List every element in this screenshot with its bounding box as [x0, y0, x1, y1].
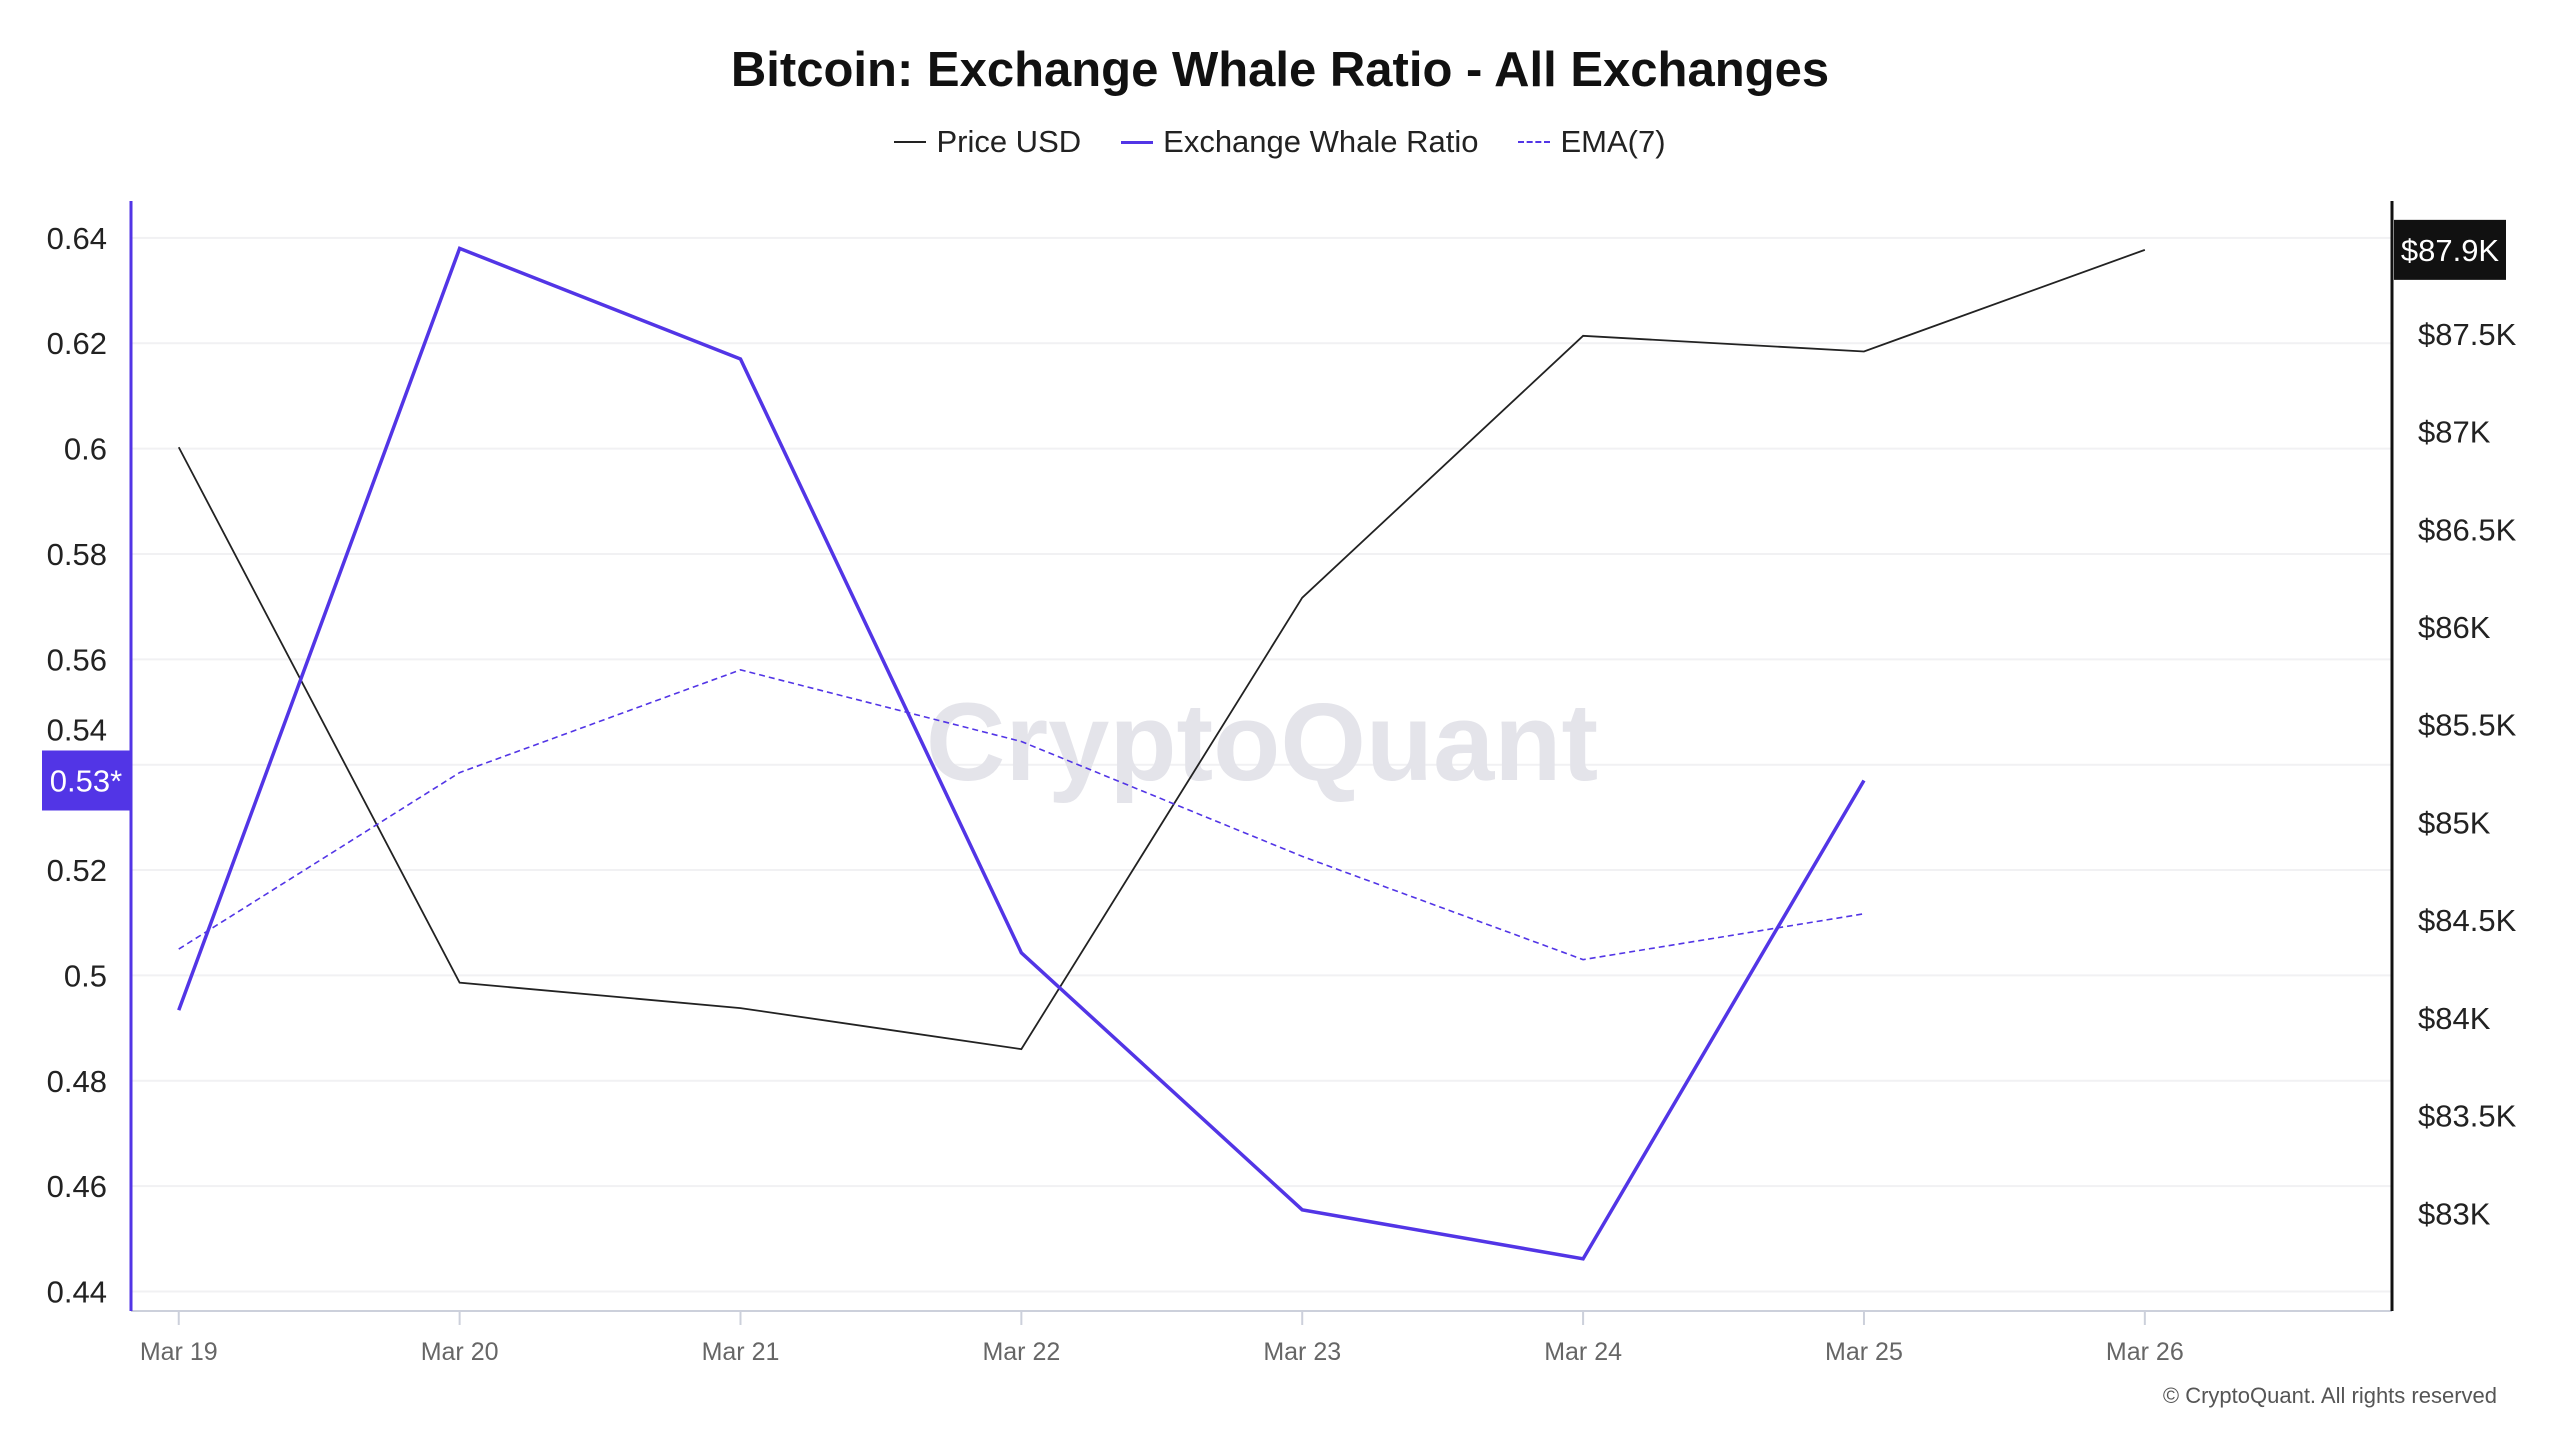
- legend-item-price[interactable]: Price USD: [894, 124, 1081, 160]
- right-tick-label: $86K: [2418, 610, 2491, 645]
- left-tick-label: 0.44: [47, 1275, 107, 1310]
- left-tick-label: 0.56: [47, 642, 107, 677]
- left-tick-label: 0.58: [47, 537, 107, 572]
- current-ratio-label: 0.53*: [50, 763, 122, 798]
- left-tick-label: 0.64: [47, 221, 107, 256]
- x-tick-label: Mar 22: [982, 1338, 1060, 1366]
- right-tick-label: $84.5K: [2418, 903, 2517, 938]
- series-line-price-usd: [177, 249, 2146, 1051]
- left-tick-label: 0.62: [47, 326, 107, 361]
- right-tick-label: $87K: [2418, 415, 2491, 450]
- right-tick-label: $86.5K: [2418, 512, 2517, 547]
- watermark: CryptoQuant: [926, 681, 1598, 804]
- left-tick-label: 0.6: [64, 432, 107, 467]
- x-tick-label: Mar 25: [1825, 1338, 1903, 1366]
- x-tick-label: Mar 21: [702, 1338, 780, 1366]
- current-price-label: $87.9K: [2401, 233, 2500, 268]
- x-tick-label: Mar 23: [1263, 1338, 1341, 1366]
- legend-label-ratio: Exchange Whale Ratio: [1163, 124, 1479, 159]
- legend-item-ratio[interactable]: Exchange Whale Ratio: [1121, 124, 1478, 160]
- left-tick-label: 0.46: [47, 1169, 107, 1204]
- x-tick-label: Mar 20: [421, 1338, 499, 1366]
- legend-label-price: Price USD: [936, 124, 1082, 159]
- left-tick-label: 0.48: [47, 1064, 107, 1099]
- left-tick-label: 0.54: [47, 712, 107, 747]
- legend-swatch-ratio: [1121, 140, 1154, 144]
- legend-swatch-price: [894, 141, 927, 143]
- x-tick-label: Mar 26: [2106, 1338, 2184, 1366]
- x-tick-label: Mar 24: [1544, 1338, 1622, 1366]
- legend-item-ema[interactable]: EMA(7): [1518, 124, 1666, 160]
- legend: Price USD Exchange Whale Ratio EMA(7): [0, 124, 2560, 160]
- x-tick-label: Mar 19: [140, 1338, 218, 1366]
- right-tick-label: $84K: [2418, 1001, 2491, 1036]
- legend-swatch-ema: [1518, 141, 1551, 143]
- current-price-badge: [2394, 219, 2506, 280]
- right-tick-label: $85.5K: [2418, 708, 2517, 743]
- legend-label-ema: EMA(7): [1560, 124, 1666, 159]
- left-tick-label: 0.5: [64, 958, 107, 993]
- right-tick-label: $83K: [2418, 1196, 2491, 1231]
- right-tick-label: $83.5K: [2418, 1099, 2517, 1134]
- right-tick-label: $85K: [2418, 805, 2491, 840]
- chart-title: Bitcoin: Exchange Whale Ratio - All Exch…: [730, 43, 1830, 97]
- copyright: © CryptoQuant. All rights reserved: [2162, 1383, 2497, 1408]
- right-tick-label: $87.5K: [2418, 317, 2517, 352]
- current-ratio-badge: [42, 750, 130, 811]
- left-tick-label: 0.52: [47, 853, 107, 888]
